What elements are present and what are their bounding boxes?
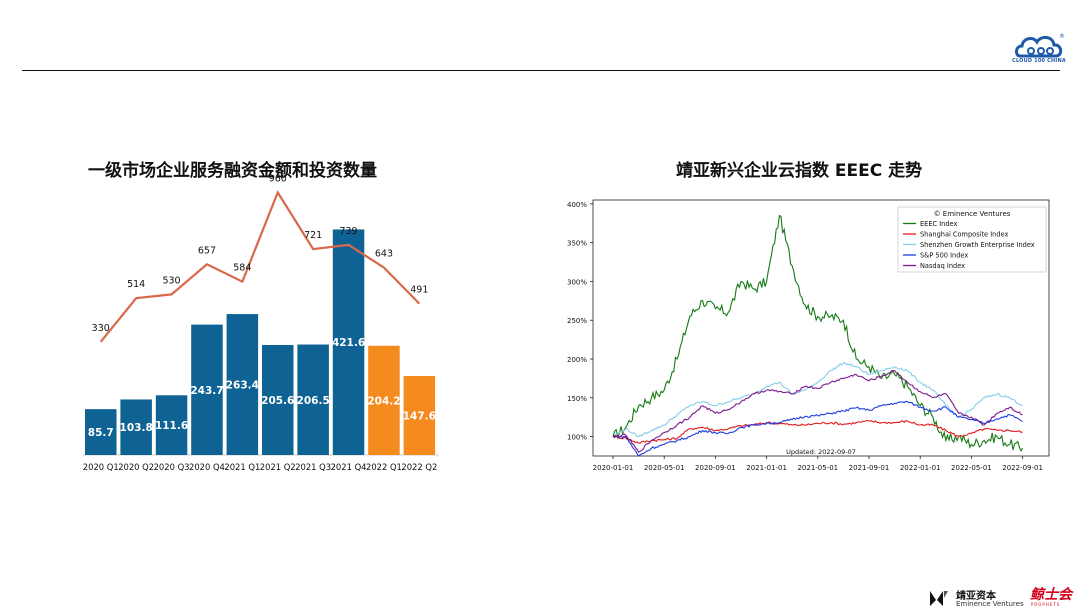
line-value-label: 960	[269, 173, 287, 184]
bar	[368, 345, 400, 455]
legend-label: Nasdaq Index	[920, 262, 965, 270]
x-tick-label: 2021-05-01	[797, 464, 838, 472]
x-tick-label: 2022-01-01	[900, 464, 941, 472]
legend-label: S&P 500 Index	[920, 252, 968, 260]
x-tick-label: 2022-09-01	[1002, 464, 1043, 472]
bar	[85, 409, 117, 455]
bar-value-label: 243.7	[190, 385, 223, 397]
x-tick-label: 2020-05-01	[644, 464, 685, 472]
legend-label: Shenzhen Growth Enterprise Index	[920, 241, 1035, 249]
x-tick-label: 2021-09-01	[849, 464, 890, 472]
bar	[297, 344, 329, 455]
y-tick-label: 100%	[567, 434, 587, 442]
line-value-label: 643	[375, 249, 393, 260]
y-tick-label: 400%	[567, 201, 587, 209]
eminence-ventures-logo	[930, 591, 948, 606]
bar	[332, 229, 365, 455]
header-divider	[22, 70, 1060, 71]
y-tick-label: 350%	[567, 240, 587, 248]
category-tick-label: 2020 Q1	[83, 462, 119, 472]
bar	[403, 376, 436, 455]
y-tick-label: 150%	[567, 395, 587, 403]
bar-value-label: 111.6	[155, 420, 188, 432]
line-value-label: 739	[339, 226, 357, 237]
line-value-label: 330	[92, 323, 110, 334]
category-tick-label: 2021 Q4	[331, 462, 367, 472]
y-tick-label: 250%	[567, 317, 587, 325]
line-value-label: 514	[127, 279, 145, 290]
category-tick-label: 2020 Q3	[154, 462, 190, 472]
bar-value-label: 206.5	[297, 395, 330, 407]
bar-value-label: 85.7	[88, 427, 114, 439]
category-tick-label: 2021 Q3	[295, 462, 331, 472]
bar-value-label: 103.8	[120, 422, 153, 434]
legend-title: © Eminence Ventures	[934, 210, 1011, 218]
footer-company-cn: 靖亚资本	[956, 591, 996, 602]
line-value-label: 584	[233, 263, 251, 274]
y-tick-label: 200%	[567, 356, 587, 364]
bar	[120, 399, 152, 455]
category-tick-label: 2021 Q1	[224, 462, 260, 472]
series-line	[612, 214, 1024, 452]
bar	[226, 314, 259, 455]
x-tick-label: 2021-01-01	[746, 464, 787, 472]
footer-brand-logo: 鲸士会	[1030, 587, 1072, 603]
line-value-label: 657	[198, 245, 216, 256]
series-line	[612, 419, 1023, 444]
legend-box	[897, 206, 1047, 273]
line-value-label: 530	[162, 275, 180, 286]
bar-value-label: 421.6	[332, 337, 365, 349]
bar-value-label: 205.6	[261, 395, 294, 407]
series-line	[612, 400, 1023, 457]
logo-registered-mark: ®	[1059, 33, 1065, 40]
legend-label: Shanghai Composite Index	[920, 231, 1008, 239]
plot-frame	[592, 199, 1050, 457]
category-tick-label: 2021 Q2	[260, 462, 296, 472]
line-value-label: 491	[410, 285, 428, 296]
deal-count-line	[99, 190, 421, 343]
category-tick-label: 2022 Q2	[401, 462, 437, 472]
cloud-100-logo: ®	[1015, 33, 1065, 58]
line-value-label: 721	[304, 230, 322, 241]
footer-company-en: Eminence Ventures	[956, 600, 1024, 608]
updated-annotation: Updated: 2022-09-07	[786, 448, 856, 456]
legend-label: EEEC Index	[920, 220, 957, 228]
y-tick-label: 300%	[567, 278, 587, 286]
x-tick-label: 2020-09-01	[695, 464, 736, 472]
series-line	[612, 362, 1023, 438]
category-tick-label: 2020 Q2	[118, 462, 154, 472]
footer-brand-sub: PROPHETS	[1031, 602, 1061, 607]
bar	[262, 345, 294, 455]
right-chart-title: 靖亚新兴企业云指数 EEEC 走势	[676, 161, 923, 181]
x-tick-label: 2022-05-01	[951, 464, 992, 472]
category-tick-label: 2020 Q4	[189, 462, 225, 472]
category-tick-label: 2022 Q1	[366, 462, 402, 472]
bar	[155, 395, 188, 455]
bar-value-label: 204.2	[367, 395, 400, 407]
series-line	[612, 370, 1023, 453]
left-chart-title: 一级市场企业服务融资金额和投资数量	[88, 161, 377, 181]
bar-value-label: 147.6	[403, 411, 436, 423]
x-tick-label: 2020-01-01	[593, 464, 634, 472]
bar-value-label: 263.4	[226, 380, 259, 392]
bar	[191, 324, 223, 455]
logo-caption: CLOUD 100 CHINA	[1012, 58, 1066, 64]
